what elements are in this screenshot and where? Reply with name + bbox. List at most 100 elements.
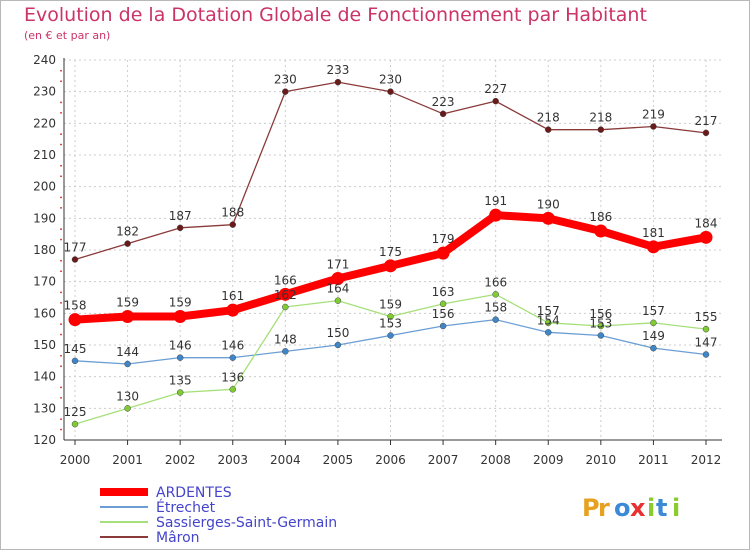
data-point-sassierges-saint-germain — [492, 291, 499, 298]
data-point-maron — [71, 256, 79, 263]
y-minor-tick — [60, 238, 62, 241]
x-tick-label: 2001 — [112, 453, 143, 467]
y-tick-label: 240 — [33, 53, 56, 67]
data-label-maron: 182 — [116, 225, 139, 239]
data-point-sassierges-saint-germain — [545, 319, 552, 327]
data-point-ardentes — [384, 259, 397, 273]
data-point-maron — [492, 97, 499, 105]
y-tick-label: 170 — [33, 275, 56, 289]
data-label-sassierges-saint-germain: 135 — [169, 374, 192, 388]
data-label-maron: 233 — [326, 63, 349, 77]
legend-label-maron: Mâron — [156, 530, 200, 546]
data-label-sassierges-saint-germain: 163 — [432, 285, 455, 299]
data-label-maron: 227 — [484, 82, 507, 96]
logo-letter: r — [598, 494, 610, 522]
data-point-ardentes — [594, 224, 608, 238]
data-point-ardentes — [489, 208, 503, 222]
data-point-sassierges-saint-germain — [229, 386, 236, 393]
data-point-ardentes — [121, 310, 135, 323]
logo-letter: t — [656, 494, 667, 522]
data-label-ardentes: 175 — [379, 245, 402, 259]
axis-layer: 120 130 140 150 160 170 180 190 200 210 220 230 240 2… — [33, 53, 722, 467]
data-label-etrechet: 154 — [537, 313, 560, 327]
data-label-maron: 219 — [642, 108, 665, 122]
y-minor-tick — [60, 69, 62, 72]
x-tick-label: 2012 — [691, 453, 722, 467]
data-point-maron — [545, 126, 552, 133]
y-minor-tick — [60, 323, 62, 325]
y-minor-tick — [60, 291, 62, 294]
data-point-maron — [334, 78, 342, 86]
data-label-ardentes: 190 — [537, 197, 560, 211]
data-label-etrechet: 149 — [642, 329, 665, 343]
data-label-etrechet: 156 — [432, 307, 455, 321]
data-point-sassierges-saint-germain — [439, 300, 447, 308]
y-minor-tick — [60, 206, 62, 209]
data-label-etrechet: 158 — [484, 301, 507, 315]
data-label-ardentes: 184 — [695, 216, 718, 230]
data-point-etrechet — [439, 322, 447, 330]
data-label-ardentes: 191 — [484, 194, 507, 208]
legend: ARDENTESÉtrechetSassierges-Saint-Germain… — [100, 485, 337, 546]
y-minor-tick — [60, 143, 62, 146]
x-tick-label: 2002 — [165, 453, 196, 467]
data-point-etrechet — [229, 354, 236, 361]
data-point-etrechet — [597, 332, 605, 339]
logo-letter: o — [614, 494, 631, 522]
data-label-sassierges-saint-germain: 159 — [379, 298, 402, 312]
y-minor-tick — [60, 196, 62, 199]
data-point-maron — [282, 88, 289, 95]
data-point-etrechet — [387, 332, 394, 339]
data-label-ardentes: 161 — [221, 289, 244, 303]
data-label-maron: 177 — [64, 241, 87, 255]
data-label-ardentes: 159 — [116, 296, 139, 310]
data-label-ardentes: 158 — [64, 299, 87, 313]
data-label-ardentes: 171 — [326, 258, 349, 272]
y-tick-label: 150 — [33, 338, 56, 352]
data-point-maron — [124, 240, 131, 247]
data-label-maron: 187 — [169, 209, 192, 223]
y-minor-tick — [60, 365, 62, 368]
y-tick-label: 210 — [33, 148, 56, 162]
x-tick-label: 2011 — [638, 453, 669, 467]
y-tick-label: 120 — [33, 433, 56, 447]
data-label-maron: 223 — [432, 95, 455, 109]
data-label-sassierges-saint-germain: 157 — [537, 304, 560, 318]
y-minor-tick — [60, 228, 62, 231]
y-minor-tick — [60, 386, 62, 389]
data-label-maron: 188 — [221, 206, 244, 220]
data-label-etrechet: 153 — [379, 317, 402, 331]
y-tick-label: 190 — [33, 211, 56, 225]
y-tick-label: 220 — [33, 116, 56, 130]
legend-label-ardentes: ARDENTES — [156, 485, 232, 501]
x-tick-label: 2008 — [480, 453, 511, 467]
data-label-maron: 218 — [589, 111, 612, 125]
y-minor-tick — [60, 333, 62, 336]
y-tick-label: 180 — [33, 243, 56, 257]
y-minor-tick — [60, 111, 62, 114]
data-label-sassierges-saint-germain: 130 — [116, 389, 139, 403]
data-label-sassierges-saint-germain: 166 — [484, 275, 507, 289]
data-label-etrechet: 146 — [169, 339, 192, 353]
data-point-ardentes — [699, 230, 713, 244]
data-point-sassierges-saint-germain — [282, 303, 289, 311]
data-label-maron: 218 — [537, 111, 560, 125]
data-point-sassierges-saint-germain — [597, 322, 605, 330]
data-point-sassierges-saint-germain — [702, 325, 710, 333]
data-label-sassierges-saint-germain: 157 — [642, 304, 665, 318]
data-label-maron: 230 — [379, 73, 402, 87]
data-label-etrechet: 148 — [274, 332, 297, 346]
y-minor-tick — [60, 418, 62, 420]
grid-layer — [64, 59, 722, 441]
data-point-maron — [176, 224, 184, 232]
logo-letter: i — [647, 494, 655, 522]
y-minor-tick — [60, 301, 62, 304]
logo-letter: P — [582, 494, 600, 522]
data-point-sassierges-saint-germain — [176, 389, 184, 396]
data-label-sassierges-saint-germain: 136 — [221, 370, 244, 384]
logo-letter: i — [672, 494, 680, 522]
data-label-etrechet: 153 — [589, 317, 612, 331]
legend-label-etrechet: Étrechet — [156, 499, 216, 516]
data-point-maron — [387, 88, 394, 95]
